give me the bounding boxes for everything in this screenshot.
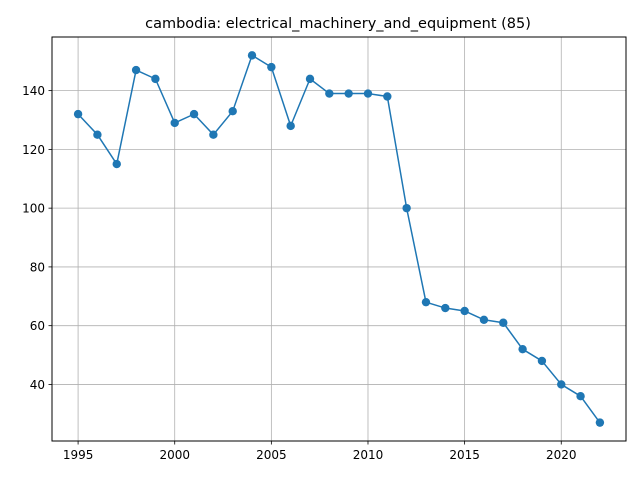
x-tick-label: 2005 xyxy=(256,448,287,462)
data-point xyxy=(499,318,508,327)
data-point xyxy=(595,418,605,427)
x-tick-label: 2015 xyxy=(449,448,480,462)
data-point xyxy=(441,303,450,313)
y-tick-label: 80 xyxy=(30,260,45,274)
data-point xyxy=(209,130,218,139)
y-tick-label: 60 xyxy=(30,319,45,333)
data-point xyxy=(537,356,547,366)
x-tick-label: 1995 xyxy=(63,448,94,462)
data-point xyxy=(460,306,469,316)
data-point xyxy=(557,380,566,389)
data-point xyxy=(93,130,102,139)
data-point xyxy=(479,315,489,324)
grid-lines xyxy=(52,37,626,441)
plot-area-frame xyxy=(51,36,627,442)
data-point xyxy=(344,89,353,98)
data-point xyxy=(228,106,237,116)
data-point xyxy=(421,297,431,307)
data-point xyxy=(112,159,121,169)
data-series xyxy=(73,51,605,427)
data-point xyxy=(402,203,411,213)
y-axis-ticks: 40 60 80 100 120 140 xyxy=(22,84,52,392)
data-point xyxy=(305,74,315,84)
data-point xyxy=(518,344,527,354)
chart-title: cambodia: electrical_machinery_and_equip… xyxy=(145,16,531,32)
data-point xyxy=(189,109,199,119)
data-point xyxy=(247,51,257,60)
y-tick-label: 40 xyxy=(30,378,45,392)
x-tick-label: 2020 xyxy=(546,448,577,462)
data-point xyxy=(286,121,295,131)
y-tick-label: 140 xyxy=(22,84,45,98)
x-tick-label: 2000 xyxy=(159,448,190,462)
data-point xyxy=(576,391,585,401)
data-point xyxy=(131,65,141,75)
y-tick-label: 120 xyxy=(22,143,45,157)
data-point xyxy=(151,74,160,84)
x-axis-ticks: 1995 2000 2005 2010 2015 2020 xyxy=(63,441,577,462)
series-line xyxy=(77,54,601,424)
y-tick-label: 100 xyxy=(22,202,45,216)
data-point xyxy=(363,89,373,98)
data-point xyxy=(73,109,83,119)
x-tick-label: 2010 xyxy=(353,448,384,462)
data-point xyxy=(325,89,334,98)
data-point xyxy=(383,92,392,101)
data-point xyxy=(267,62,276,72)
data-point xyxy=(170,118,179,128)
